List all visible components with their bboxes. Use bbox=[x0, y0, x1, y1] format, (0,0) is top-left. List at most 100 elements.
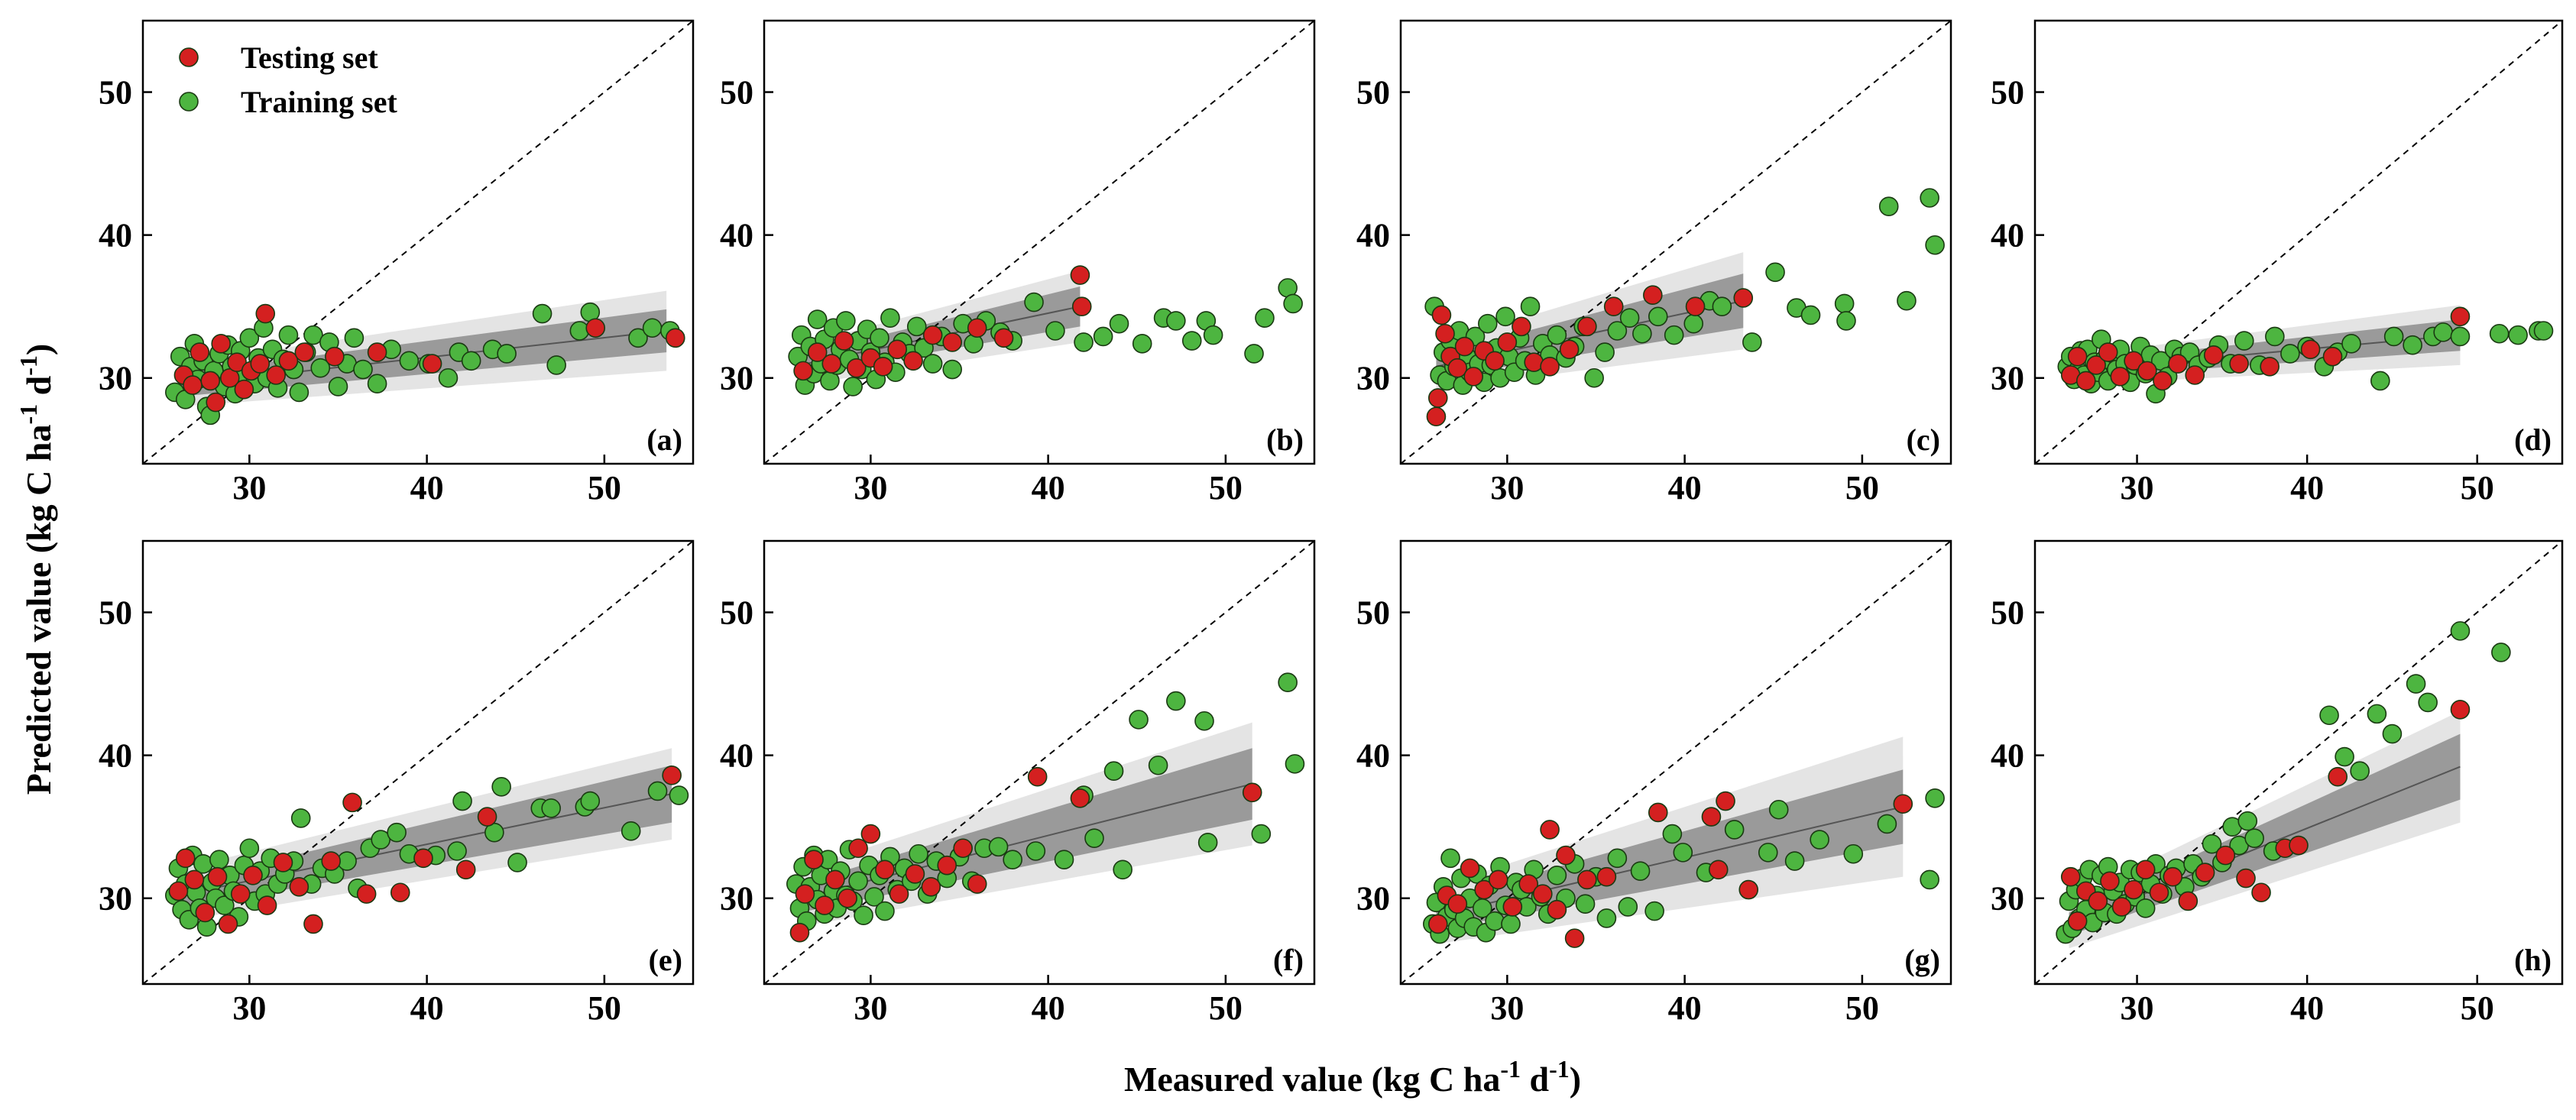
panel-c-testing-point bbox=[1577, 316, 1597, 337]
panel-a-testing-point bbox=[294, 342, 315, 362]
panel-c-y-tick-label: 50 bbox=[1356, 74, 1390, 112]
panel-h-testing-point bbox=[2088, 891, 2108, 911]
panel-e-training-point bbox=[239, 838, 260, 859]
panel-f-training-point bbox=[848, 871, 868, 892]
panel-a-testing-point bbox=[227, 352, 247, 372]
panel-h-testing-point bbox=[2124, 879, 2143, 900]
panel-b-training-point bbox=[836, 311, 856, 331]
panel-b: 30 40 50 30 40 50 (b) bbox=[720, 19, 1316, 507]
panel-g-plot-area bbox=[1401, 541, 1951, 984]
panel-a-y-tick-label: 30 bbox=[99, 360, 132, 397]
panel-f-training-point bbox=[1113, 859, 1132, 880]
panel-g-training-point bbox=[1662, 824, 1683, 844]
panel-b-testing-point bbox=[873, 356, 893, 377]
panel-a-training-point bbox=[438, 367, 458, 388]
panel-b-testing-point bbox=[887, 339, 907, 360]
panel-c-frame bbox=[1399, 19, 1952, 465]
panel-b-training-point bbox=[880, 308, 900, 328]
panel-b-testing-point bbox=[942, 332, 962, 352]
panel-g-training-point bbox=[1501, 914, 1521, 934]
panel-e-testing-point bbox=[390, 882, 410, 903]
panel-f-training-point bbox=[1194, 711, 1214, 731]
panel-c-one-to-one-line bbox=[1401, 21, 1951, 464]
panel-b-x-tick-label: 40 bbox=[1032, 469, 1065, 507]
panel-b-y-tick-label: 30 bbox=[720, 360, 753, 397]
panel-d-testing-point bbox=[2124, 351, 2143, 371]
panel-a-frame bbox=[141, 19, 695, 465]
panel-d-testing-point bbox=[2086, 355, 2106, 375]
x-axis-label: Measured value (kg C ha-1 d-1) bbox=[1124, 1055, 1581, 1099]
panel-e-x-tick-label: 30 bbox=[232, 989, 266, 1027]
panel-d-frame bbox=[2033, 19, 2564, 465]
panel-d-training-point bbox=[2533, 321, 2554, 341]
panel-g-training-point bbox=[1618, 897, 1638, 917]
panel-f-testing-point bbox=[1070, 788, 1090, 808]
panel-h-testing-point bbox=[2236, 868, 2256, 889]
panel-e-training-point bbox=[371, 830, 391, 850]
panel-f-testing-point bbox=[937, 855, 957, 876]
panel-b-training-point bbox=[1203, 325, 1223, 345]
panel-f-testing-point bbox=[967, 874, 987, 894]
panel-c-testing-point bbox=[1447, 358, 1468, 378]
panel-e-training-point bbox=[447, 841, 467, 861]
panel-c-training-point bbox=[1765, 262, 1785, 283]
panel-e-testing-point bbox=[175, 848, 196, 869]
panel-g-x-tick-label: 40 bbox=[1668, 989, 1702, 1027]
panel-g-testing-point bbox=[1502, 897, 1523, 917]
panel-b-training-point bbox=[1181, 331, 1202, 351]
panel-c-testing-point bbox=[1427, 388, 1448, 408]
panel-f-training-point bbox=[988, 837, 1009, 857]
panel-f-testing-point bbox=[860, 824, 881, 844]
panel-c-testing-point bbox=[1559, 339, 1580, 360]
panel-a-testing-point bbox=[665, 328, 685, 348]
panel-c-training-point bbox=[1664, 325, 1684, 345]
panel-f-testing-point bbox=[905, 864, 925, 884]
panel-a-testing-point bbox=[200, 371, 221, 391]
panel-b-y-tick-label: 50 bbox=[720, 74, 753, 112]
panel-h-testing-point bbox=[2149, 882, 2169, 903]
panel-a-testing-point bbox=[325, 346, 345, 367]
panel-h-testing-point bbox=[2163, 866, 2183, 887]
panel-h-testing-point bbox=[2328, 766, 2348, 787]
panel-h-testing-point bbox=[2450, 699, 2471, 720]
panel-f-x-tick-label: 30 bbox=[854, 989, 887, 1027]
panel-b-plot-area bbox=[764, 21, 1314, 464]
panel-a-training-point bbox=[461, 351, 481, 371]
panel-b-testing-point bbox=[1071, 296, 1092, 316]
panel-b-y-tick-label: 40 bbox=[720, 217, 753, 254]
legend: Testing set Training set bbox=[179, 40, 398, 119]
panel-f-testing-point bbox=[1242, 782, 1262, 803]
panel-d-label: (d) bbox=[2514, 422, 2552, 457]
panel-b-testing-point bbox=[967, 318, 987, 338]
panel-b-training-point bbox=[1255, 308, 1275, 328]
panel-c-training-point bbox=[1520, 296, 1541, 316]
panel-b-training-point bbox=[1045, 321, 1065, 341]
panel-f-training-point bbox=[909, 843, 928, 864]
panel-b-frame bbox=[763, 19, 1316, 465]
panel-a-training-point bbox=[532, 303, 552, 324]
panel-e-testing-point bbox=[477, 807, 497, 827]
panel-c-training-point bbox=[1619, 308, 1640, 328]
panel-a-plot-area bbox=[143, 21, 693, 464]
panel-b-testing-point bbox=[834, 331, 854, 351]
panel-a-training-point bbox=[353, 359, 373, 380]
panel-b-testing-point bbox=[1070, 265, 1090, 285]
panel-h-testing-point bbox=[2178, 891, 2199, 911]
panel-f-training-point bbox=[1003, 850, 1022, 870]
panel-e-y-tick-label: 50 bbox=[99, 594, 132, 632]
panel-b-training-point bbox=[1283, 293, 1303, 314]
panel-d-x-tick-label: 40 bbox=[2290, 469, 2324, 507]
panel-f-testing-point bbox=[889, 884, 909, 904]
panel-c-testing-point bbox=[1603, 296, 1624, 316]
panel-a-training-point bbox=[628, 328, 648, 348]
panel-e-training-point bbox=[541, 798, 561, 818]
panel-b-training-point bbox=[843, 377, 863, 397]
panel-a-testing-point bbox=[422, 354, 442, 374]
panel-b-testing-point bbox=[903, 351, 923, 371]
panel-d-testing-point bbox=[2450, 306, 2471, 327]
panel-g-y-tick-label: 50 bbox=[1356, 594, 1390, 632]
panel-a-y-tick-label: 50 bbox=[99, 74, 132, 112]
panel-h-y-tick-label: 30 bbox=[1991, 880, 2024, 918]
y-axis-label: Predicted value (kg C ha-1 d-1) bbox=[15, 344, 58, 795]
panel-c-testing-point bbox=[1485, 351, 1505, 371]
